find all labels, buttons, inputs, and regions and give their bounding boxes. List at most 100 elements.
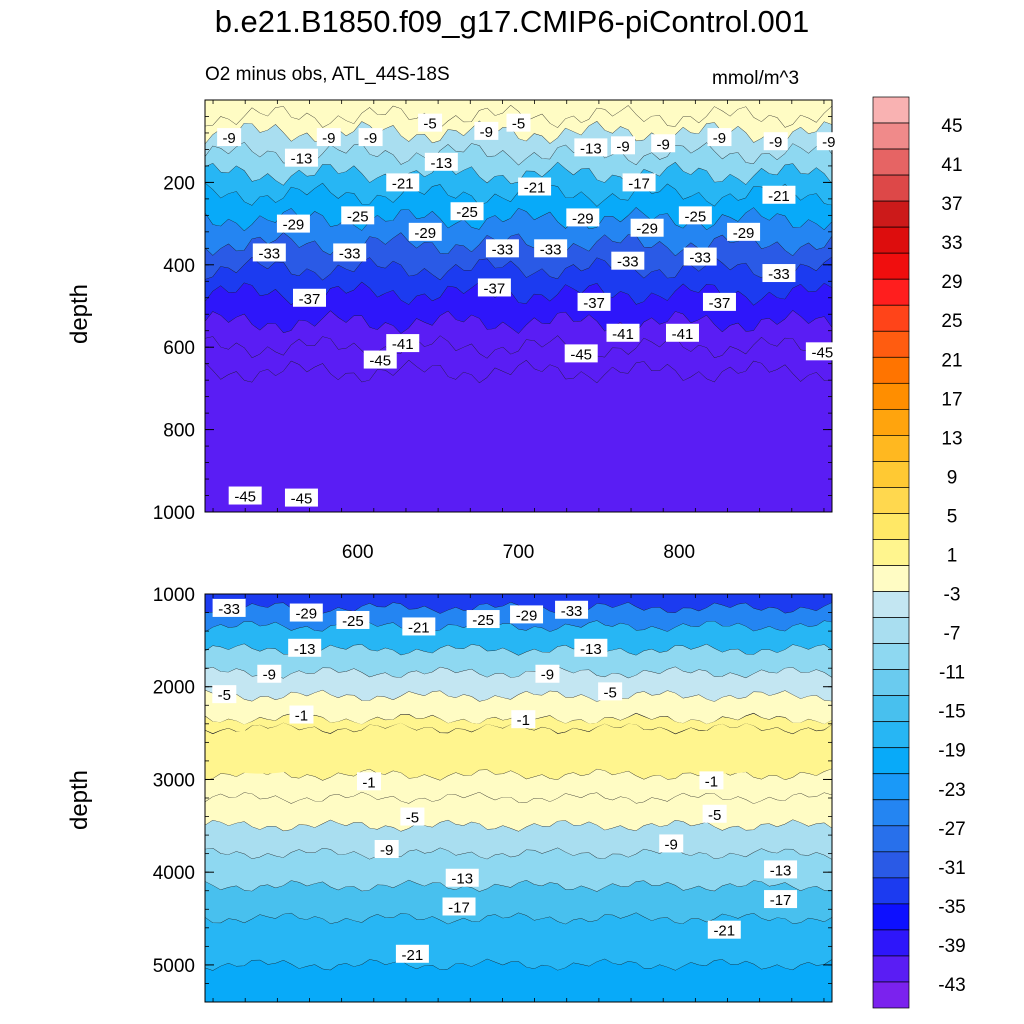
contour-label-text: -29 bbox=[516, 607, 538, 624]
contour-band bbox=[205, 912, 832, 971]
y-tick-label: 800 bbox=[163, 421, 195, 442]
contour-label-box bbox=[762, 185, 796, 204]
contour-label: -25 bbox=[450, 202, 484, 221]
colorbar-tick-label: -15 bbox=[938, 702, 965, 723]
contour-label: -9 bbox=[257, 664, 282, 684]
contour-label-text: -41 bbox=[672, 326, 694, 343]
contour-label-box bbox=[665, 323, 699, 342]
yellow-lens bbox=[669, 729, 780, 774]
colorbar-tick-label: 21 bbox=[941, 350, 962, 371]
contour-label-text: -33 bbox=[689, 250, 711, 267]
contour-band bbox=[205, 360, 832, 512]
contour-label-text: -25 bbox=[472, 612, 494, 629]
contour-band bbox=[205, 792, 832, 832]
contour-label: -41 bbox=[386, 334, 420, 353]
contour-label-box bbox=[659, 834, 684, 853]
contour-label-box bbox=[566, 208, 600, 227]
contour-label-box bbox=[764, 890, 798, 909]
contour-label-text: -33 bbox=[561, 603, 583, 620]
contour-label: -29 bbox=[276, 214, 310, 234]
colorbar-swatch bbox=[872, 877, 910, 905]
contour-label-text: -5 bbox=[423, 116, 436, 133]
contour-band bbox=[205, 594, 832, 614]
contour-label-box bbox=[574, 138, 608, 157]
contour-label: -37 bbox=[702, 292, 736, 312]
colorbar-swatch bbox=[872, 981, 910, 1009]
colorbar-tick-label: -7 bbox=[944, 624, 961, 645]
contour-band bbox=[205, 644, 832, 679]
contour-label: -41 bbox=[606, 323, 640, 343]
contour-label: -1 bbox=[356, 772, 381, 791]
contour-label-box bbox=[289, 705, 314, 724]
contour-label-text: -25 bbox=[685, 208, 707, 225]
contour-label-box bbox=[316, 128, 341, 147]
contour-label-box bbox=[442, 897, 476, 916]
contour-label-text: -37 bbox=[709, 295, 731, 312]
contour-label: -45 bbox=[363, 350, 397, 370]
contour-label-box bbox=[577, 292, 611, 311]
colorbar-tick-label: -23 bbox=[938, 780, 965, 801]
colorbar-tick-label: -27 bbox=[938, 819, 965, 840]
contour-label-text: -45 bbox=[369, 353, 391, 370]
contour-label: -33 bbox=[252, 243, 286, 262]
contour-label-text: -33 bbox=[617, 254, 639, 271]
colorbar-swatch bbox=[872, 174, 910, 202]
colorbar-swatch bbox=[872, 200, 910, 228]
panel-subtitle: O2 minus obs, ATL_44S-18S bbox=[205, 64, 450, 85]
x-tick-label: 800 bbox=[663, 542, 695, 563]
contour-label-box bbox=[651, 134, 676, 153]
contour-label-box bbox=[506, 113, 531, 132]
contour-band bbox=[205, 282, 832, 334]
contour-label-box bbox=[217, 128, 242, 147]
contour-label-text: -29 bbox=[295, 606, 317, 623]
yellow-lens bbox=[205, 729, 321, 774]
y-tick-label: 400 bbox=[163, 256, 195, 277]
contour-label-text: -29 bbox=[414, 225, 436, 242]
contour-label-text: -13 bbox=[580, 641, 602, 658]
colorbar-swatch bbox=[872, 695, 910, 723]
contour-label-box bbox=[598, 682, 623, 701]
contour-label: -9 bbox=[358, 128, 383, 147]
contour-label-box bbox=[445, 868, 479, 887]
colorbar-swatch bbox=[872, 773, 910, 801]
contour-label: -1 bbox=[699, 771, 724, 790]
colorbar: 45 41 37 33 29 25 21 17 13 9 5 1 -3 -7 -11 -15 -19 -23 -27… bbox=[872, 96, 966, 1009]
contour-label: -29 bbox=[566, 208, 600, 227]
contour-label-text: -41 bbox=[612, 326, 634, 343]
contour-label: -45 bbox=[284, 488, 318, 508]
contour-label: -25 bbox=[466, 610, 500, 629]
colorbar-swatch bbox=[872, 461, 910, 488]
contour-band bbox=[205, 335, 832, 384]
panel-lower: 1000 2000 3000 4000 5000 -33 -29 -25 -21 -25 -29 -3… bbox=[153, 585, 833, 1003]
contour-label-box bbox=[358, 128, 383, 147]
contour-label-box bbox=[606, 323, 640, 342]
contour-label-box bbox=[702, 804, 727, 823]
colorbar-swatch bbox=[872, 487, 910, 514]
contour-label-box bbox=[477, 278, 511, 297]
colorbar-swatch bbox=[872, 799, 910, 827]
contour-label-text: -9 bbox=[222, 130, 235, 147]
contour-label: -45 bbox=[805, 342, 839, 361]
contour-label-text: -9 bbox=[769, 134, 782, 151]
colorbar-swatch bbox=[872, 929, 910, 957]
colorbar-tick-label: -11 bbox=[939, 663, 965, 684]
contour-label-text: -5 bbox=[406, 810, 419, 827]
contour-band bbox=[205, 310, 832, 359]
contour-label-box bbox=[518, 177, 552, 196]
contour-band bbox=[205, 959, 832, 1002]
contour-label: -33 bbox=[555, 600, 589, 620]
contour-label-box bbox=[762, 264, 796, 283]
colorbar-swatch bbox=[872, 747, 910, 775]
contour-label-text: -33 bbox=[768, 266, 790, 283]
colorbar-swatch bbox=[872, 122, 910, 150]
contour-label-text: -29 bbox=[733, 225, 755, 242]
contour-band bbox=[205, 880, 832, 925]
contour-label-text: -9 bbox=[616, 138, 629, 155]
colorbar-swatch bbox=[872, 643, 910, 670]
contour-label: -25 bbox=[341, 206, 375, 225]
contour-label-box bbox=[363, 350, 397, 369]
colorbar-tick-label: -3 bbox=[944, 585, 961, 606]
contour-label-box bbox=[395, 944, 429, 963]
